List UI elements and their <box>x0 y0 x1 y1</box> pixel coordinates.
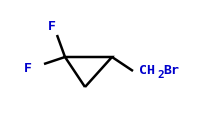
Text: F: F <box>24 61 32 74</box>
Text: CH: CH <box>138 63 154 76</box>
Text: 2: 2 <box>156 69 163 79</box>
Text: F: F <box>48 19 56 32</box>
Text: Br: Br <box>162 63 178 76</box>
